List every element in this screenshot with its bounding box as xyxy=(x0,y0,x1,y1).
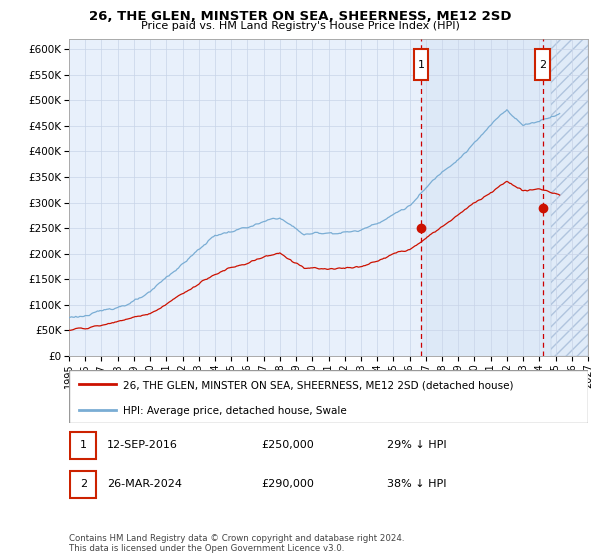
Text: Price paid vs. HM Land Registry's House Price Index (HPI): Price paid vs. HM Land Registry's House … xyxy=(140,21,460,31)
Text: £250,000: £250,000 xyxy=(261,440,314,450)
Bar xyxy=(551,39,588,356)
Text: 26, THE GLEN, MINSTER ON SEA, SHEERNESS, ME12 2SD: 26, THE GLEN, MINSTER ON SEA, SHEERNESS,… xyxy=(89,10,511,23)
Text: 2: 2 xyxy=(80,479,87,489)
Bar xyxy=(551,39,588,356)
Text: 1: 1 xyxy=(418,60,424,69)
Bar xyxy=(421,39,551,356)
Text: 2: 2 xyxy=(539,60,546,69)
Bar xyxy=(70,471,97,498)
Text: 26-MAR-2024: 26-MAR-2024 xyxy=(107,479,182,489)
Text: 1: 1 xyxy=(80,440,87,450)
Text: £290,000: £290,000 xyxy=(261,479,314,489)
Text: HPI: Average price, detached house, Swale: HPI: Average price, detached house, Swal… xyxy=(124,405,347,416)
Bar xyxy=(70,432,97,459)
Text: 26, THE GLEN, MINSTER ON SEA, SHEERNESS, ME12 2SD (detached house): 26, THE GLEN, MINSTER ON SEA, SHEERNESS,… xyxy=(124,381,514,390)
Text: 29% ↓ HPI: 29% ↓ HPI xyxy=(387,440,446,450)
Bar xyxy=(535,49,550,80)
Text: Contains HM Land Registry data © Crown copyright and database right 2024.
This d: Contains HM Land Registry data © Crown c… xyxy=(69,534,404,553)
Text: 12-SEP-2016: 12-SEP-2016 xyxy=(107,440,178,450)
Text: 38% ↓ HPI: 38% ↓ HPI xyxy=(387,479,446,489)
Bar xyxy=(413,49,428,80)
